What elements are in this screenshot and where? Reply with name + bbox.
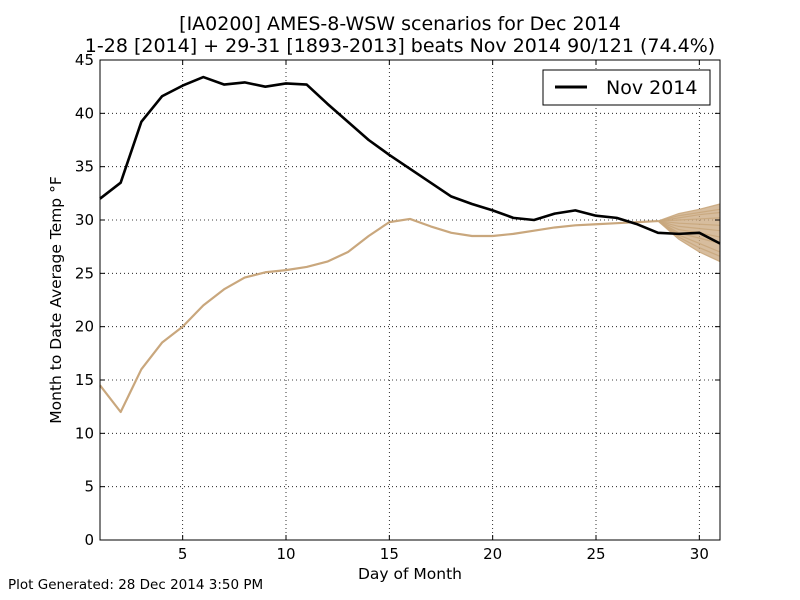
chart-title: [IA0200] AMES-8-WSW scenarios for Dec 20…	[179, 13, 621, 35]
x-tick-label: 30	[690, 545, 709, 563]
axis-ticks	[100, 59, 720, 541]
legend: Nov 2014	[542, 69, 711, 106]
axis-tick-labels: 5 10 15 20 25 30 0 5 10 15 20 25 30 35 40 45	[75, 51, 709, 563]
legend-label-nov-2014: Nov 2014	[606, 77, 697, 99]
y-tick-label: 10	[75, 424, 94, 442]
scenario-line	[657, 220, 721, 263]
y-tick-label: 40	[75, 104, 94, 122]
y-tick-label: 35	[75, 158, 94, 176]
y-tick-label: 5	[84, 478, 94, 496]
y-tick-label: 15	[75, 371, 94, 389]
scenario-line	[657, 203, 721, 222]
scenario-line	[657, 208, 721, 222]
chart-subtitle: 1-28 [2014] + 29-31 [1893-2013] beats No…	[84, 35, 716, 57]
x-tick-label: 5	[178, 545, 188, 563]
x-axis-label: Day of Month	[358, 565, 462, 583]
x-tick-label: 10	[276, 545, 295, 563]
scenario-line	[657, 220, 721, 253]
plot-generated-footer: Plot Generated: 28 Dec 2014 3:50 PM	[8, 577, 264, 593]
scenario-line	[657, 217, 721, 222]
y-tick-label: 20	[75, 318, 94, 336]
scenario-line	[657, 211, 721, 222]
dec-2014-observed	[99, 217, 659, 414]
scenario-line	[657, 220, 721, 245]
y-axis-label: Month to Date Average Temp °F	[47, 176, 65, 424]
x-tick-label: 20	[483, 545, 502, 563]
y-tick-label: 30	[75, 211, 94, 229]
y-tick-label: 45	[75, 51, 94, 69]
scenario-line	[657, 220, 721, 232]
plot-frame	[99, 59, 721, 541]
x-tick-label: 15	[380, 545, 399, 563]
x-tick-label: 25	[586, 545, 605, 563]
scenario-line	[657, 220, 721, 238]
nov-2014-series	[99, 75, 721, 245]
y-tick-label: 25	[75, 264, 94, 282]
y-tick-label: 0	[84, 531, 94, 549]
grid	[100, 60, 720, 540]
dec-2014-line	[99, 217, 659, 414]
scenario-line	[657, 220, 721, 226]
nov-2014-line	[99, 75, 721, 245]
scenario-line	[657, 220, 721, 257]
